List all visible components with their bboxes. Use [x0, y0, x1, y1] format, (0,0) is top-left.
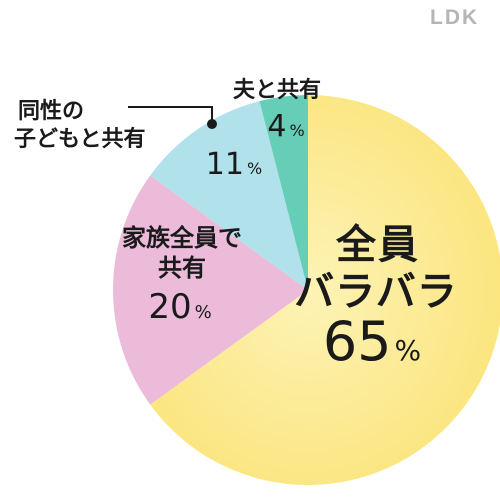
label-same-sex-child-line2: 子どもと共有	[14, 126, 146, 152]
slice-whole-family	[112, 175, 309, 405]
leader-dot	[207, 119, 217, 129]
value-all-separate: 65%	[323, 310, 421, 373]
label-all-separate-line2: バラバラ	[294, 269, 458, 315]
label-same-sex-child-line1: 同性の	[18, 99, 84, 124]
leader-line	[128, 106, 213, 122]
label-whole-family-line2: 共有	[158, 254, 206, 282]
label-all-separate-line1: 全員	[335, 222, 420, 268]
value-whole-family: 20%	[148, 287, 211, 327]
label-with-husband: 夫と共有	[233, 77, 321, 103]
value-same-sex-child: 11%	[206, 147, 262, 182]
slice-same-sex-child	[150, 101, 308, 290]
ldk-logo: LDK	[430, 6, 480, 29]
pie-slices	[112, 95, 500, 485]
label-whole-family-line1: 家族全員で	[122, 224, 242, 252]
slice-with-husband	[259, 95, 308, 290]
value-with-husband: 4%	[267, 109, 304, 144]
slice-all-separate	[150, 95, 500, 485]
